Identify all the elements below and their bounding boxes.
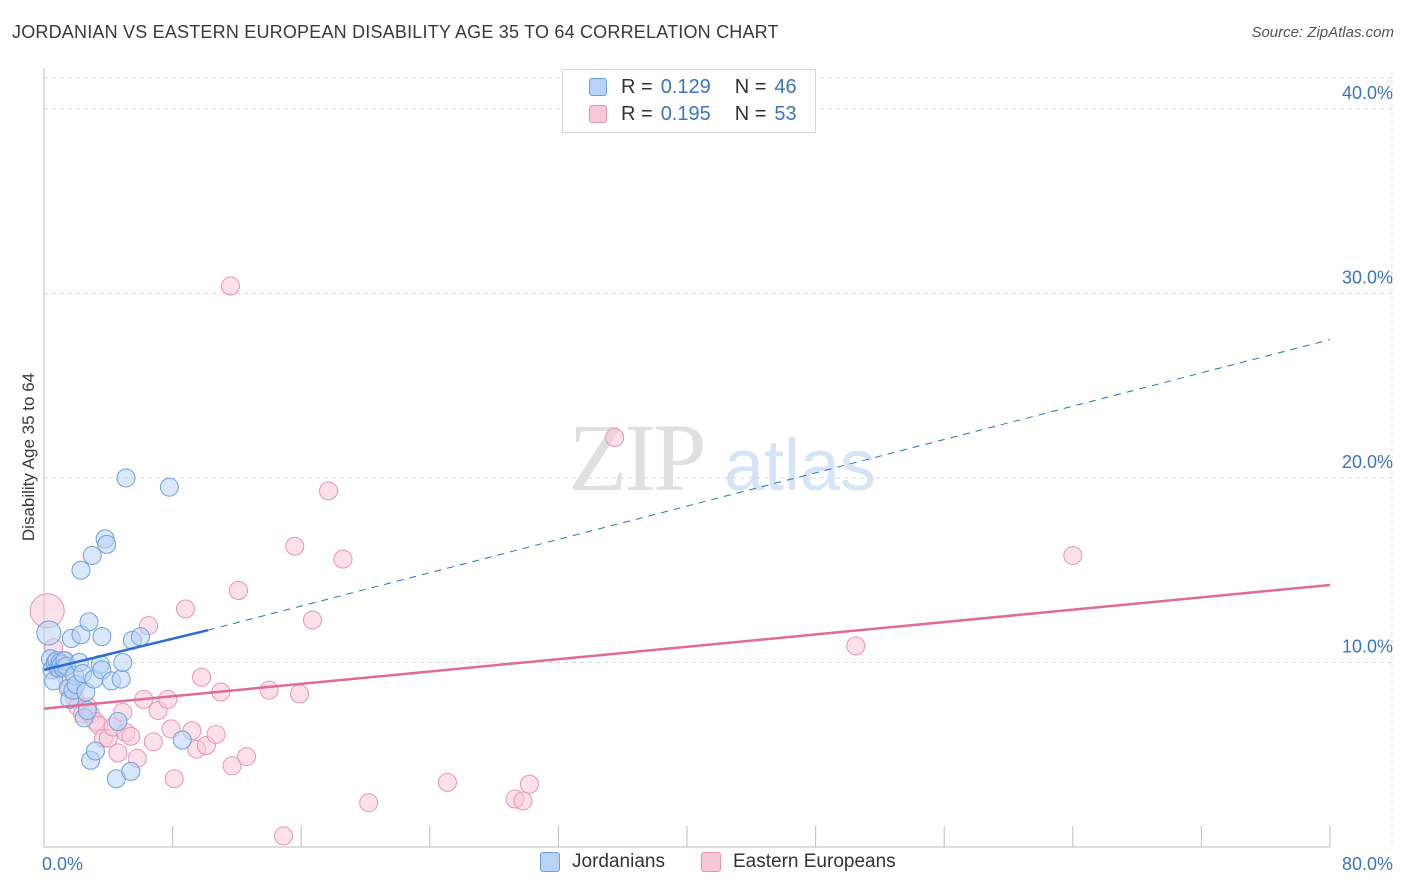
legend-label: Jordanians <box>572 851 665 872</box>
jordanians-point <box>113 652 133 672</box>
r-label: R = <box>621 102 653 125</box>
n-value: 53 <box>774 102 797 125</box>
eastern-europeans-point <box>192 667 212 687</box>
jordanians-trend-extrapolation <box>207 339 1331 631</box>
legend-row-eastern-europeans: R = 0.195 N = 53 <box>589 102 797 126</box>
y-tick-label: 20.0% <box>1342 452 1393 472</box>
eastern-europeans-point <box>605 427 625 447</box>
eastern-europeans-point <box>237 747 257 767</box>
jordanians-point <box>172 730 192 750</box>
eastern-europeans-point <box>1063 545 1083 565</box>
n-label: N = <box>734 75 767 98</box>
legend-item-eastern-europeans[interactable]: Eastern Europeans <box>701 851 896 873</box>
jordanians-point <box>130 627 150 647</box>
eastern-europeans-point <box>519 774 539 794</box>
series-legend: Jordanians Eastern Europeans <box>0 851 1406 879</box>
jordanians-point <box>159 477 179 497</box>
jordanians-point <box>92 627 112 647</box>
eastern-europeans-point <box>319 481 339 501</box>
gridlines <box>44 72 1393 847</box>
jordanians-point <box>79 612 99 632</box>
jordanians-point <box>82 545 102 565</box>
eastern-europeans-swatch <box>701 852 721 872</box>
eastern-europeans-point <box>290 684 310 704</box>
legend-label: Eastern Europeans <box>733 851 896 872</box>
legend-item-jordanians[interactable]: Jordanians <box>540 851 665 873</box>
eastern-europeans-point <box>143 732 163 752</box>
eastern-europeans-point <box>121 726 141 746</box>
jordanians-trend-line <box>43 628 209 672</box>
y-axis-label: Disability Age 35 to 64 <box>19 373 38 541</box>
eastern-europeans-point <box>108 743 128 763</box>
jordanians-point <box>116 468 136 488</box>
eastern-europeans-point <box>164 769 184 789</box>
jordanians-point <box>121 761 141 781</box>
source-label: Source: ZipAtlas.com <box>1251 24 1394 41</box>
eastern-europeans-point <box>302 610 322 630</box>
jordanians-point <box>97 534 117 554</box>
eastern-europeans-point <box>229 581 249 601</box>
correlation-legend: R = 0.129 N = 46 R = 0.195 N = 53 <box>562 69 816 133</box>
eastern-europeans-point <box>285 536 305 556</box>
watermark-zip: ZIP <box>569 404 704 511</box>
eastern-europeans-point <box>158 689 178 709</box>
eastern-europeans-point <box>846 636 866 656</box>
y-tick-label: 30.0% <box>1342 267 1393 287</box>
eastern-europeans-point <box>513 791 533 811</box>
jordanians-point <box>36 620 62 646</box>
eastern-europeans-trend-line <box>43 583 1331 710</box>
legend-row-jordanians: R = 0.129 N = 46 <box>589 75 797 99</box>
axes <box>43 68 1331 848</box>
eastern-europeans-point <box>437 772 457 792</box>
y-tick-label: 10.0% <box>1342 636 1393 656</box>
x-tick-label: 80.0% <box>1342 854 1393 874</box>
chart-title: JORDANIAN VS EASTERN EUROPEAN DISABILITY… <box>12 22 779 42</box>
eastern-europeans-point <box>222 756 242 776</box>
x-tick-label: 0.0% <box>42 854 83 874</box>
eastern-europeans-point <box>206 724 226 744</box>
eastern-europeans-points <box>29 276 1083 846</box>
eastern-europeans-point <box>259 680 279 700</box>
r-value: 0.195 <box>660 102 711 125</box>
r-label: R = <box>621 75 653 98</box>
trend-lines <box>43 339 1331 710</box>
n-label: N = <box>734 102 767 125</box>
r-value: 0.129 <box>660 75 711 98</box>
jordanians-point <box>71 560 91 580</box>
y-tick-label: 40.0% <box>1342 83 1393 103</box>
jordanians-swatch <box>540 852 560 872</box>
n-value: 46 <box>774 75 797 98</box>
eastern-europeans-point <box>333 549 353 569</box>
tick-labels: 10.0% 20.0% 30.0% 40.0% 0.0% 80.0% <box>42 83 1393 874</box>
jordanians-swatch <box>589 78 607 96</box>
zipatlas-watermark: ZIP atlas <box>569 404 877 511</box>
jordanians-point <box>85 741 105 761</box>
eastern-europeans-swatch <box>589 105 607 123</box>
eastern-europeans-point <box>274 826 294 846</box>
eastern-europeans-point <box>175 599 195 619</box>
eastern-europeans-point <box>220 276 240 296</box>
watermark-atlas: atlas <box>724 426 876 506</box>
eastern-europeans-point <box>359 793 379 813</box>
jordanians-point <box>111 669 131 689</box>
jordanians-point <box>108 712 128 732</box>
